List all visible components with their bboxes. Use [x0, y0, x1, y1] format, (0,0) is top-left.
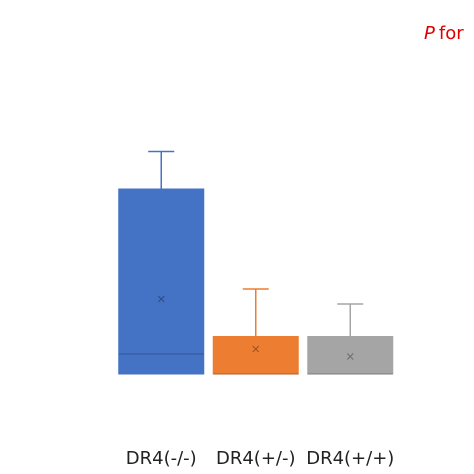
mean-marker — [252, 345, 260, 353]
box — [307, 336, 394, 375]
box — [212, 336, 299, 375]
annotation-text: for — [439, 23, 464, 44]
box — [118, 188, 205, 375]
x-tick-label: DR4(+/-) — [216, 448, 296, 469]
mean-marker — [157, 295, 165, 303]
x-tick-label: DR4(-/-) — [126, 448, 197, 469]
mean-marker — [346, 353, 354, 360]
annotation-symbol: P — [424, 23, 435, 44]
x-tick-label: DR4(+/+) — [306, 448, 394, 469]
